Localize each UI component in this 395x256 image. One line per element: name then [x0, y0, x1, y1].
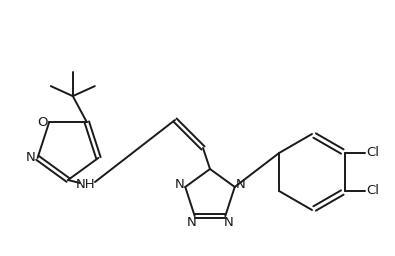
- Text: N: N: [26, 151, 36, 164]
- Text: Cl: Cl: [367, 185, 380, 197]
- Text: N: N: [175, 178, 184, 191]
- Text: N: N: [224, 216, 233, 229]
- Text: Cl: Cl: [367, 146, 380, 159]
- Text: N: N: [187, 216, 197, 229]
- Text: NH: NH: [76, 177, 96, 190]
- Text: N: N: [236, 178, 246, 191]
- Text: O: O: [37, 116, 47, 129]
